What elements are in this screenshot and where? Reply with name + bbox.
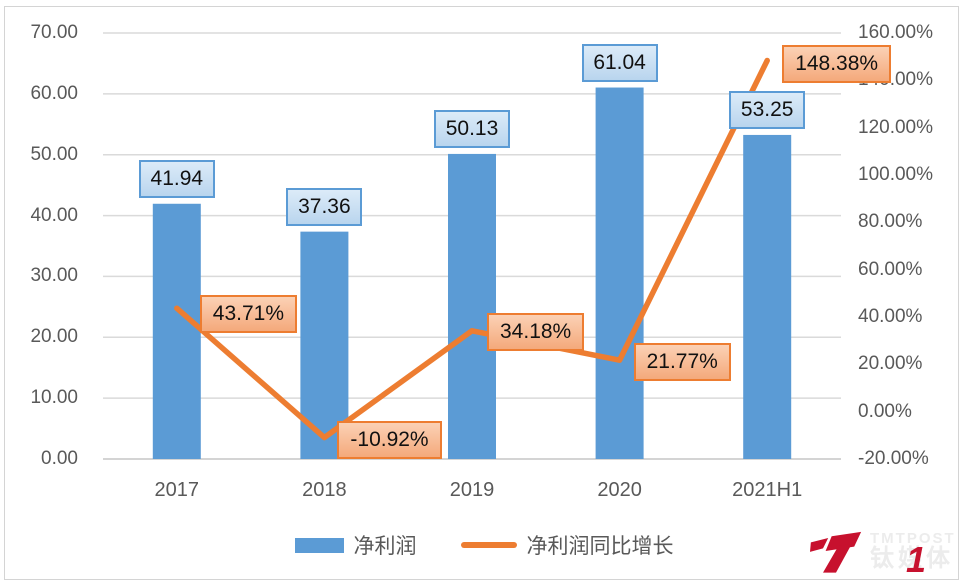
y-tick-right: 160.00% — [858, 22, 934, 43]
x-tick-2021H1: 2021H1 — [732, 479, 803, 501]
bar-label-2017: 41.94 — [138, 159, 215, 198]
bar-2021H1 — [743, 134, 792, 459]
line-label-2017: 43.71% — [199, 295, 298, 334]
y-tick-right: 40.00% — [858, 306, 923, 327]
line-label-2018: -10.92% — [337, 420, 442, 459]
tmtpost-logo-icon — [810, 531, 862, 573]
y-tick-left: 70.00 — [30, 22, 78, 43]
x-tick-2018: 2018 — [302, 479, 347, 501]
watermark-brand-en: TMTPOST — [870, 529, 956, 547]
legend-item-yoy-growth: 净利润同比增长 — [460, 530, 674, 560]
bar-label-2019: 50.13 — [434, 109, 510, 148]
legend-label-net-profit: 净利润 — [353, 535, 417, 558]
tmtpost-watermark: TMTPOST 钛媒体 1 — [810, 520, 960, 582]
legend-line-swatch — [460, 542, 517, 548]
y-tick-right: 120.00% — [858, 116, 934, 138]
y-tick-left: 30.00 — [30, 265, 78, 287]
legend-label-yoy-growth: 净利润同比增长 — [526, 535, 674, 558]
y-tick-right: 60.00% — [858, 258, 923, 280]
line-yoy-growth — [174, 57, 770, 441]
bar-label-2021H1: 53.25 — [729, 90, 806, 129]
y-tick-right: 20.00% — [858, 353, 923, 375]
bar-label-2020: 61.04 — [581, 43, 658, 82]
y-tick-left: 0.00 — [41, 448, 78, 469]
line-label-2019: 34.18% — [487, 312, 585, 351]
x-tick-2017: 2017 — [154, 479, 200, 501]
line-label-2021H1: 148.38% — [782, 44, 892, 83]
y-tick-left: 10.00 — [30, 387, 78, 409]
bar-2017 — [152, 203, 201, 459]
y-tick-right: 100.00% — [858, 164, 934, 185]
line-label-2020: 21.77% — [633, 343, 731, 382]
y-tick-left: 60.00 — [30, 82, 78, 104]
watermark-digit: 1 — [905, 539, 926, 580]
legend-bar-swatch — [294, 537, 344, 553]
legend-item-net-profit: 净利润 — [294, 530, 417, 560]
y-tick-left: 40.00 — [30, 204, 78, 226]
x-tick-2020: 2020 — [597, 479, 642, 501]
y-tick-right: -20.00% — [858, 448, 929, 469]
bar-2020 — [595, 87, 644, 459]
chart-legend: 净利润 净利润同比增长 — [0, 530, 968, 560]
x-tick-2019: 2019 — [449, 479, 495, 501]
y-tick-right: 80.00% — [858, 211, 923, 233]
bar-label-2018: 37.36 — [286, 187, 363, 226]
y-tick-right: 0.00% — [858, 400, 912, 422]
watermark-brand-cn: 钛媒体 — [870, 545, 954, 573]
bar-2019 — [448, 153, 496, 459]
y-tick-left: 20.00 — [30, 326, 78, 348]
y-tick-left: 50.00 — [30, 143, 78, 165]
